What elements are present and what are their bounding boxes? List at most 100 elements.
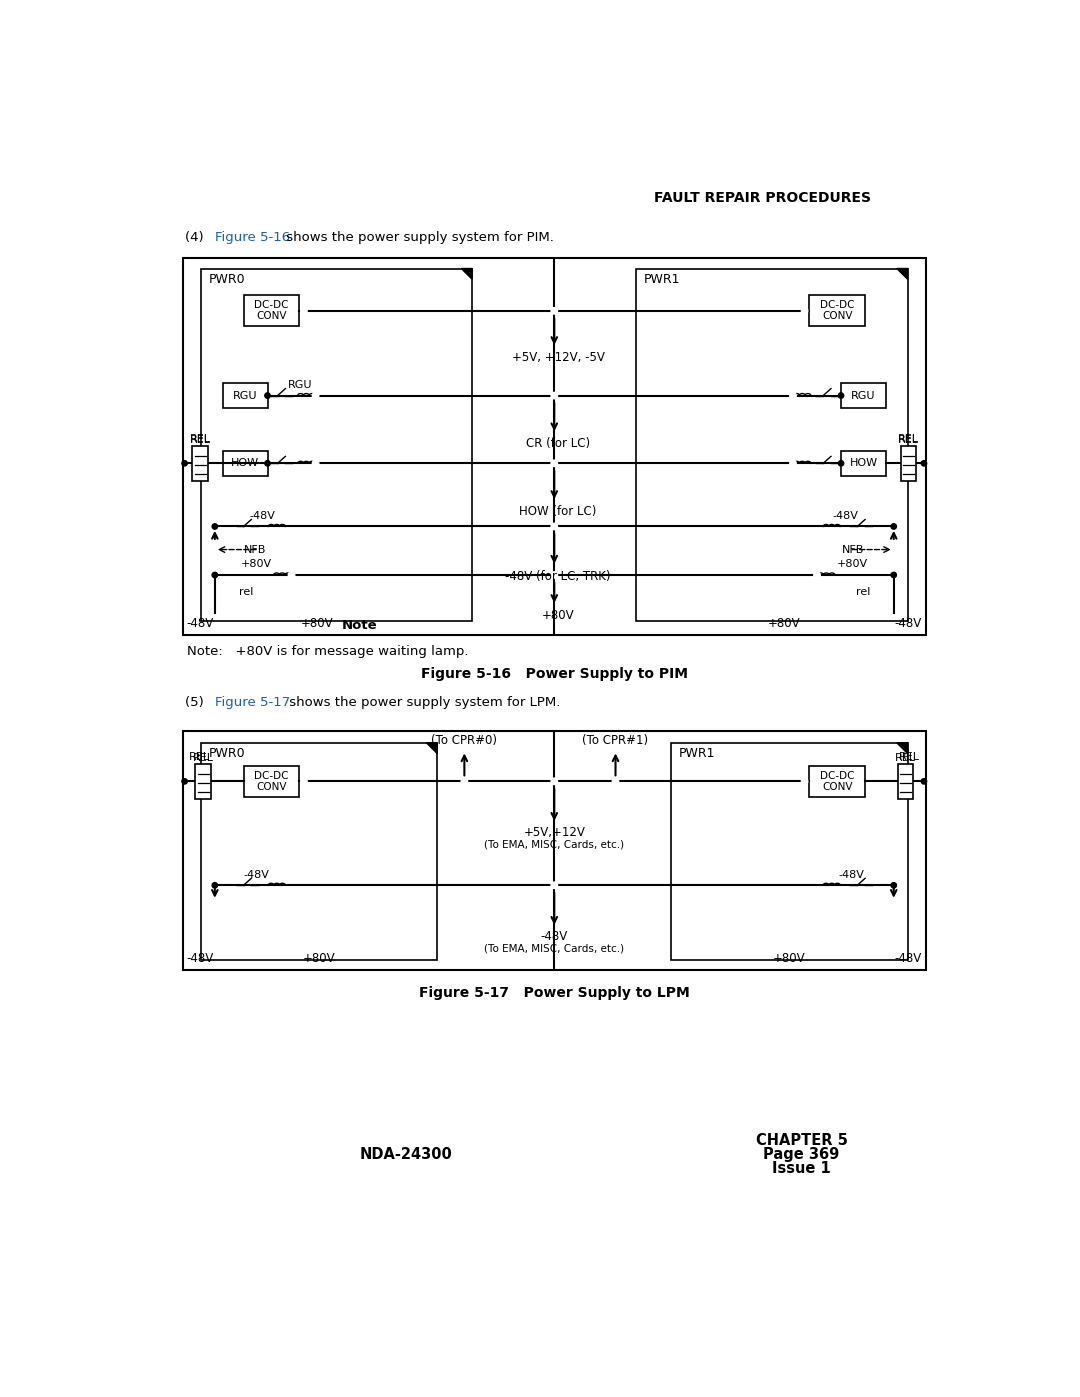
Bar <box>192 446 207 481</box>
Bar <box>901 446 916 481</box>
Text: CR (for LC): CR (for LC) <box>526 437 590 450</box>
Circle shape <box>301 778 307 784</box>
Text: +5V, +12V, -5V: +5V, +12V, -5V <box>512 351 605 363</box>
Circle shape <box>181 461 187 467</box>
Text: REL: REL <box>895 753 916 763</box>
Text: -48V: -48V <box>833 511 859 521</box>
Text: HOW (for LC): HOW (for LC) <box>519 504 597 517</box>
Text: -48V: -48V <box>541 930 568 943</box>
Text: NDA-24300: NDA-24300 <box>360 1147 453 1162</box>
Polygon shape <box>461 268 472 279</box>
Text: HOW: HOW <box>850 458 878 468</box>
Text: Page 369: Page 369 <box>764 1147 839 1162</box>
Text: shows the power supply system for PIM.: shows the power supply system for PIM. <box>282 232 554 244</box>
Circle shape <box>921 778 927 784</box>
Circle shape <box>312 393 319 398</box>
Text: shows the power supply system for LPM.: shows the power supply system for LPM. <box>284 696 559 710</box>
Text: PWR0: PWR0 <box>208 272 245 286</box>
Polygon shape <box>896 743 907 753</box>
Text: CHAPTER 5: CHAPTER 5 <box>756 1133 848 1148</box>
Text: +80V: +80V <box>773 951 806 965</box>
Bar <box>809 295 865 327</box>
Circle shape <box>814 571 820 578</box>
Circle shape <box>891 524 896 529</box>
Text: CONV: CONV <box>822 312 852 321</box>
Text: Issue 1: Issue 1 <box>772 1161 831 1176</box>
Text: (To CPR#1): (To CPR#1) <box>582 733 649 747</box>
Text: PWR1: PWR1 <box>644 272 680 286</box>
Circle shape <box>461 778 468 784</box>
Text: +80V: +80V <box>241 559 272 569</box>
Text: REL: REL <box>189 752 210 761</box>
Text: DC-DC: DC-DC <box>254 300 288 310</box>
Circle shape <box>891 883 896 888</box>
Text: +80V: +80V <box>768 617 800 630</box>
Text: NFB: NFB <box>244 545 267 555</box>
Text: DC-DC: DC-DC <box>820 300 854 310</box>
Circle shape <box>301 307 307 314</box>
Circle shape <box>551 307 557 314</box>
Polygon shape <box>427 743 437 753</box>
Text: CONV: CONV <box>256 312 286 321</box>
Bar <box>195 764 211 799</box>
Circle shape <box>265 393 270 398</box>
Text: (To CPR#0): (To CPR#0) <box>431 733 498 747</box>
Circle shape <box>212 524 217 529</box>
Circle shape <box>801 778 808 784</box>
Text: RGU: RGU <box>851 391 876 401</box>
Text: DC-DC: DC-DC <box>254 771 288 781</box>
Text: +5V,+12V: +5V,+12V <box>524 827 585 840</box>
Circle shape <box>551 571 557 578</box>
Bar <box>183 731 926 970</box>
Bar <box>222 383 268 408</box>
Text: REL: REL <box>190 433 211 444</box>
Text: PWR0: PWR0 <box>208 747 245 760</box>
Text: REL: REL <box>192 753 214 763</box>
Bar <box>841 451 886 475</box>
Text: +80V: +80V <box>301 617 334 630</box>
Bar <box>201 743 437 960</box>
Text: DC-DC: DC-DC <box>820 771 854 781</box>
Text: RGU: RGU <box>233 391 257 401</box>
Text: Note: Note <box>342 619 378 631</box>
Bar <box>243 766 299 796</box>
Text: +80V: +80V <box>542 609 575 622</box>
Text: REL: REL <box>899 752 920 761</box>
Text: Figure 5-16: Figure 5-16 <box>215 232 289 244</box>
Bar <box>222 451 268 475</box>
Bar <box>809 766 865 796</box>
Text: -48V: -48V <box>839 869 865 880</box>
Text: -48V: -48V <box>895 617 922 630</box>
Bar <box>897 764 913 799</box>
Circle shape <box>181 778 187 784</box>
Text: Figure 5-16   Power Supply to PIM: Figure 5-16 Power Supply to PIM <box>421 666 688 680</box>
Text: Figure 5-17: Figure 5-17 <box>215 696 291 710</box>
Circle shape <box>312 460 319 467</box>
Circle shape <box>789 393 796 398</box>
Circle shape <box>551 882 557 888</box>
Circle shape <box>288 571 295 578</box>
Text: -48V: -48V <box>187 951 214 965</box>
Circle shape <box>551 393 557 398</box>
Circle shape <box>551 460 557 467</box>
Text: REL: REL <box>190 434 211 444</box>
Circle shape <box>921 461 927 467</box>
Circle shape <box>551 524 557 529</box>
Text: (To EMA, MISC, Cards, etc.): (To EMA, MISC, Cards, etc.) <box>484 943 624 953</box>
Text: PWR1: PWR1 <box>679 747 716 760</box>
Text: -48V: -48V <box>187 617 214 630</box>
Text: REL: REL <box>897 433 919 444</box>
Bar <box>201 268 472 622</box>
Bar <box>243 295 299 327</box>
Circle shape <box>551 778 557 784</box>
Bar <box>636 268 907 622</box>
Text: (To EMA, MISC, Cards, etc.): (To EMA, MISC, Cards, etc.) <box>484 840 624 849</box>
Text: rel: rel <box>855 587 869 597</box>
Text: (4): (4) <box>186 232 217 244</box>
Text: CONV: CONV <box>822 782 852 792</box>
Bar <box>841 383 886 408</box>
Text: (5): (5) <box>186 696 217 710</box>
Circle shape <box>789 460 796 467</box>
Circle shape <box>212 883 217 888</box>
Bar <box>672 743 907 960</box>
